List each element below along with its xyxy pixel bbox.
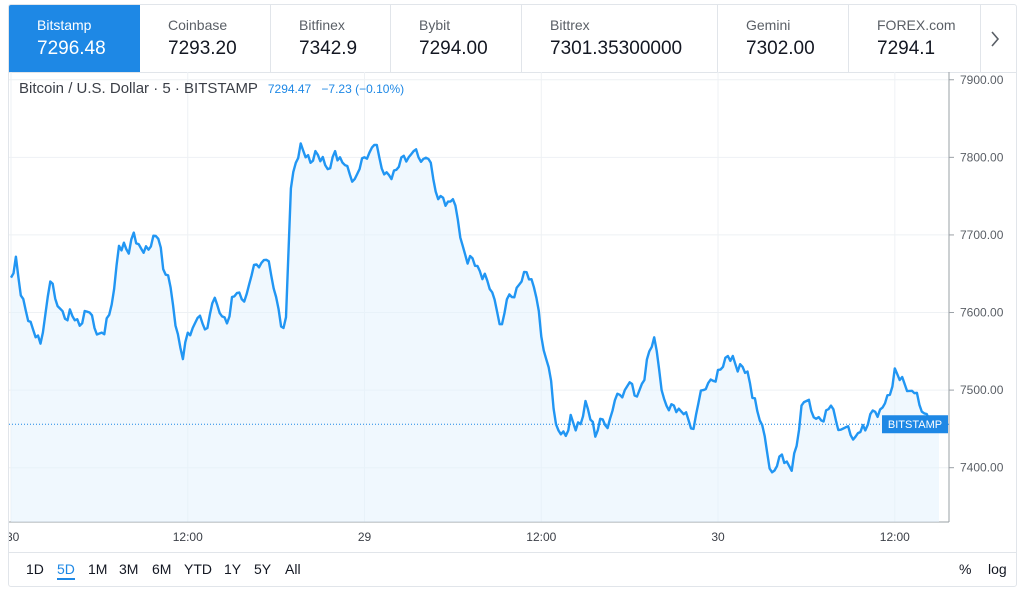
exchange-tab-bittrex[interactable]: Bittrex 7301.35300000 [522,5,718,72]
y-tick-label: 7600.00 [960,306,1004,320]
period-1d[interactable]: 1D [26,561,44,577]
y-tick-label: 7500.00 [960,383,1004,397]
exchange-price: 7302.00 [746,38,815,59]
chart-legend: Bitcoin / U.S. Dollar · 5 · BITSTAMP 729… [19,80,404,97]
chevron-right-icon [990,30,999,47]
exchange-price: 7294.1 [877,38,936,59]
period-6m[interactable]: 6M [152,561,172,577]
period-5d[interactable]: 5D [57,561,75,580]
exchange-tabs: Bitstamp 7296.48 Coinbase 7293.20 Bitfin… [9,5,1016,73]
price-line [9,142,940,474]
period-ytd[interactable]: YTD [184,561,212,577]
exchange-price: 7342.9 [299,38,358,59]
exchange-price: 7301.35300000 [550,38,683,59]
period-all[interactable]: All [285,561,301,577]
period-bar: 1D 5D 1M 3M 6M YTD 1Y 5Y All % log [9,552,1016,586]
exchange-tab-gemini[interactable]: Gemini 7302.00 [718,5,849,72]
y-tick-label: 7900.00 [960,73,1004,87]
exchange-tab-forex[interactable]: FOREX.com 7294.1 [849,5,981,72]
price-area [11,143,939,522]
x-tick-label: :30 [9,530,20,544]
x-tick-label: 12:00 [880,530,910,544]
exchange-tab-bitfinex[interactable]: Bitfinex 7342.9 [271,5,391,72]
exchange-name: FOREX.com [877,17,956,33]
exchange-name: Bitfinex [299,17,345,33]
exchange-tab-coinbase[interactable]: Coinbase 7293.20 [140,5,271,72]
exchange-tab-bybit[interactable]: Bybit 7294.00 [391,5,522,72]
x-tick-label: 12:00 [173,530,203,544]
x-tick-label: 30 [711,530,725,544]
price-change: −7.23 (−0.10%) [321,82,405,96]
period-1y[interactable]: 1Y [224,561,242,577]
symbol-title: Bitcoin / U.S. Dollar · 5 · BITSTAMP [19,80,258,97]
x-tick-label: 29 [358,530,372,544]
exchange-name: Coinbase [168,17,228,33]
log-toggle[interactable]: log [988,561,1007,577]
exchange-name: Bybit [419,17,451,33]
exchange-name: Bitstamp [37,17,92,33]
exchange-name: Gemini [746,17,791,33]
y-tick-label: 7400.00 [960,461,1004,475]
last-value: 7294.47 [267,82,312,96]
exchange-price: 7294.00 [419,38,488,59]
scroll-right-button[interactable] [981,5,1008,72]
chart-widget: Bitstamp 7296.48 Coinbase 7293.20 Bitfin… [8,4,1017,587]
period-1m[interactable]: 1M [88,561,108,577]
exchange-name: Bittrex [550,17,590,33]
period-3m[interactable]: 3M [119,561,139,577]
y-tick-label: 7800.00 [960,150,1004,164]
y-tick-label: 7700.00 [960,228,1004,242]
exchange-price: 7296.48 [37,38,106,59]
last-price-label: BITSTAMP [888,419,942,431]
exchange-price: 7293.20 [168,38,237,59]
price-chart[interactable]: 7400.00 7500.00 7600.00 7700.00 7800.00 7900.… [9,72,1016,552]
exchange-tab-bitstamp[interactable]: Bitstamp 7296.48 [9,5,140,72]
percent-toggle[interactable]: % [959,561,972,577]
last-price-label-box [882,415,948,434]
period-5y[interactable]: 5Y [254,561,272,577]
x-tick-label: 12:00 [526,530,556,544]
